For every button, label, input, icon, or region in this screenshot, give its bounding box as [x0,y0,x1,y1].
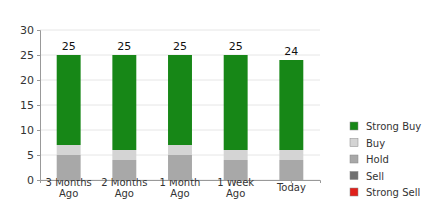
y-tick: 20 [20,74,40,87]
y-tick-label: 10 [20,124,34,137]
legend: Strong Buy Buy Hold Sell Strong Sell [350,121,421,198]
x-tick: 3 MonthsAgo [46,177,92,199]
total-label: 25 [173,40,187,53]
bar-segment [112,55,136,150]
bar-segment [224,160,248,180]
bars [57,55,304,180]
grid [40,30,320,180]
x-axis: 3 MonthsAgo 2 MonthsAgo 1 MonthAgo 1 WeekAg… [41,177,321,199]
bar-segment [279,60,303,150]
bar-segment [112,160,136,180]
series [57,55,304,150]
legend-item: Buy [350,138,385,149]
x-tick-label: 2 MonthsAgo [101,177,147,199]
y-tick-mark [37,30,40,31]
legend-item: Strong Buy [350,121,421,132]
grid-line [40,30,320,31]
x-tick: 1 WeekAgo [217,177,254,199]
y-tick-label: 5 [27,149,34,162]
y-axis-line [37,31,41,181]
y-tick-label: 20 [20,74,34,87]
y-tick-mark [37,130,40,131]
legend-item: Strong Sell [350,187,420,198]
bar-segment [279,160,303,180]
bar-segment [168,145,192,155]
y-tick: 5 [27,149,40,162]
total-label: 24 [284,45,298,58]
y-tick-label: 30 [20,24,34,37]
y-tick-label: 15 [20,99,34,112]
y-axis: 0 5 10 15 20 25 30 [20,24,41,187]
bar-segment [279,150,303,160]
y-tick: 25 [20,49,40,62]
bar-segment [112,150,136,160]
legend-label: Strong Buy [366,121,421,132]
y-tick-mark [37,155,40,156]
x-tick: 2 MonthsAgo [101,177,147,199]
bar-segment [57,55,81,145]
legend-swatch [350,139,358,147]
legend-item: Sell [350,171,384,182]
bar-segment [168,155,192,180]
y-tick-mark [37,105,40,106]
y-tick-mark [37,180,40,181]
total-label: 25 [62,40,76,53]
chart: 0 5 10 15 20 25 30 3 MonthsAgo 2 MonthsAgo 1 Mont… [0,0,440,220]
x-tick-label: 3 MonthsAgo [46,177,92,199]
series [57,155,304,180]
bar-segment [168,55,192,145]
total-label: 25 [117,40,131,53]
legend-label: Strong Sell [366,187,420,198]
total-label: 25 [229,40,243,53]
y-tick-mark [37,80,40,81]
series [57,145,304,160]
x-tick: 1 MonthAgo [160,177,201,199]
y-tick: 30 [20,24,40,37]
bar-segment [57,155,81,180]
y-tick: 10 [20,124,40,137]
bar-segment [57,145,81,155]
legend-swatch [350,172,358,180]
y-tick-label: 25 [20,49,34,62]
x-tick: Today [276,180,306,193]
x-tick-label: Today [276,182,306,193]
y-tick-mark [37,55,40,56]
legend-swatch [350,188,358,196]
y-tick-label: 0 [27,174,34,187]
totals: 25 25 25 25 24 [62,40,299,58]
legend-swatch [350,155,358,163]
legend-label: Hold [366,154,389,165]
x-tick-label: 1 WeekAgo [217,177,254,199]
y-tick: 15 [20,99,40,112]
legend-item: Hold [350,154,389,165]
legend-label: Sell [366,171,384,182]
bar-segment [224,150,248,160]
legend-label: Buy [366,138,385,149]
bar-segment [224,55,248,150]
legend-swatch [350,122,358,130]
x-tick-label: 1 MonthAgo [160,177,201,199]
y-tick: 0 [27,174,40,187]
